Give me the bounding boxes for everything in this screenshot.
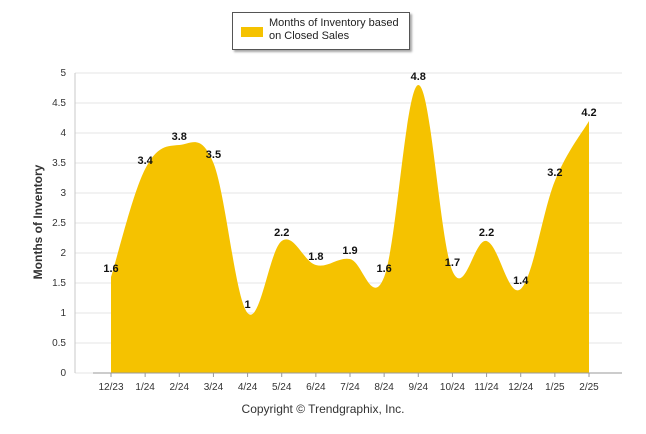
data-labels: 1.6 3.4 3.8 3.5 1 2.2 1.8 1.9 1.6 4.8 1.7 2.2 1.4 3.2…: [103, 71, 596, 311]
x-tick-label: 10/24: [440, 382, 465, 393]
data-label: 1.7: [445, 257, 460, 269]
legend-label: Months of Inventory based on Closed Sale…: [269, 17, 399, 42]
x-tick-label: 1/25: [545, 382, 565, 393]
x-tick-label: 5/24: [272, 382, 292, 393]
y-tick-label: 1: [60, 308, 66, 319]
data-label: 2.2: [479, 227, 494, 239]
x-tick-labels: 12/23 1/24 2/24 3/24 4/24 5/24 6/24 7/24 8/24 9/2…: [98, 382, 599, 393]
y-tick-label: 4.5: [52, 98, 66, 109]
x-tick-label: 8/24: [374, 382, 394, 393]
y-tick-label: 3.5: [52, 158, 66, 169]
x-tick-label: 7/24: [340, 382, 360, 393]
data-label: 1.8: [308, 251, 323, 263]
y-tick-label: 2.5: [52, 218, 66, 229]
y-tick-label: 0: [60, 368, 66, 379]
legend: Months of Inventory based on Closed Sale…: [232, 12, 410, 50]
data-label: 4.8: [411, 71, 426, 83]
x-tick-label: 11/24: [474, 382, 499, 393]
data-label: 1.6: [376, 263, 391, 275]
x-tick-label: 4/24: [238, 382, 258, 393]
data-label: 1.4: [513, 275, 529, 287]
y-tick-label: 4: [60, 128, 66, 139]
data-label: 2.2: [274, 227, 289, 239]
data-label: 3.2: [547, 167, 562, 179]
data-label: 3.4: [137, 155, 153, 167]
y-axis-label: Months of Inventory: [31, 164, 45, 280]
data-label: 3.8: [172, 131, 187, 143]
data-label: 1: [245, 299, 251, 311]
y-tick-label: 5: [60, 68, 66, 79]
axes: [74, 73, 622, 377]
y-tick-labels: 0 0.5 1 1.5 2 2.5 3 3.5 4 4.5 5: [52, 68, 66, 379]
x-tick-label: 2/24: [170, 382, 190, 393]
data-label: 4.2: [581, 107, 596, 119]
x-tick-label: 12/23: [98, 382, 123, 393]
data-label: 1.9: [342, 245, 357, 257]
legend-swatch: [241, 27, 263, 37]
y-tick-label: 0.5: [52, 338, 66, 349]
area-series: [111, 84, 589, 374]
x-tick-label: 2/25: [579, 382, 599, 393]
data-label: 3.5: [206, 149, 221, 161]
x-tick-label: 1/24: [135, 382, 155, 393]
y-tick-label: 3: [60, 188, 66, 199]
x-tick-label: 3/24: [204, 382, 224, 393]
copyright-footer: Copyright © Trendgraphix, Inc.: [241, 402, 405, 416]
y-tick-label: 2: [60, 248, 66, 259]
x-tick-label: 6/24: [306, 382, 326, 393]
data-label: 1.6: [103, 263, 118, 275]
x-tick-label: 12/24: [508, 382, 533, 393]
y-tick-label: 1.5: [52, 278, 66, 289]
x-tick-label: 9/24: [409, 382, 429, 393]
